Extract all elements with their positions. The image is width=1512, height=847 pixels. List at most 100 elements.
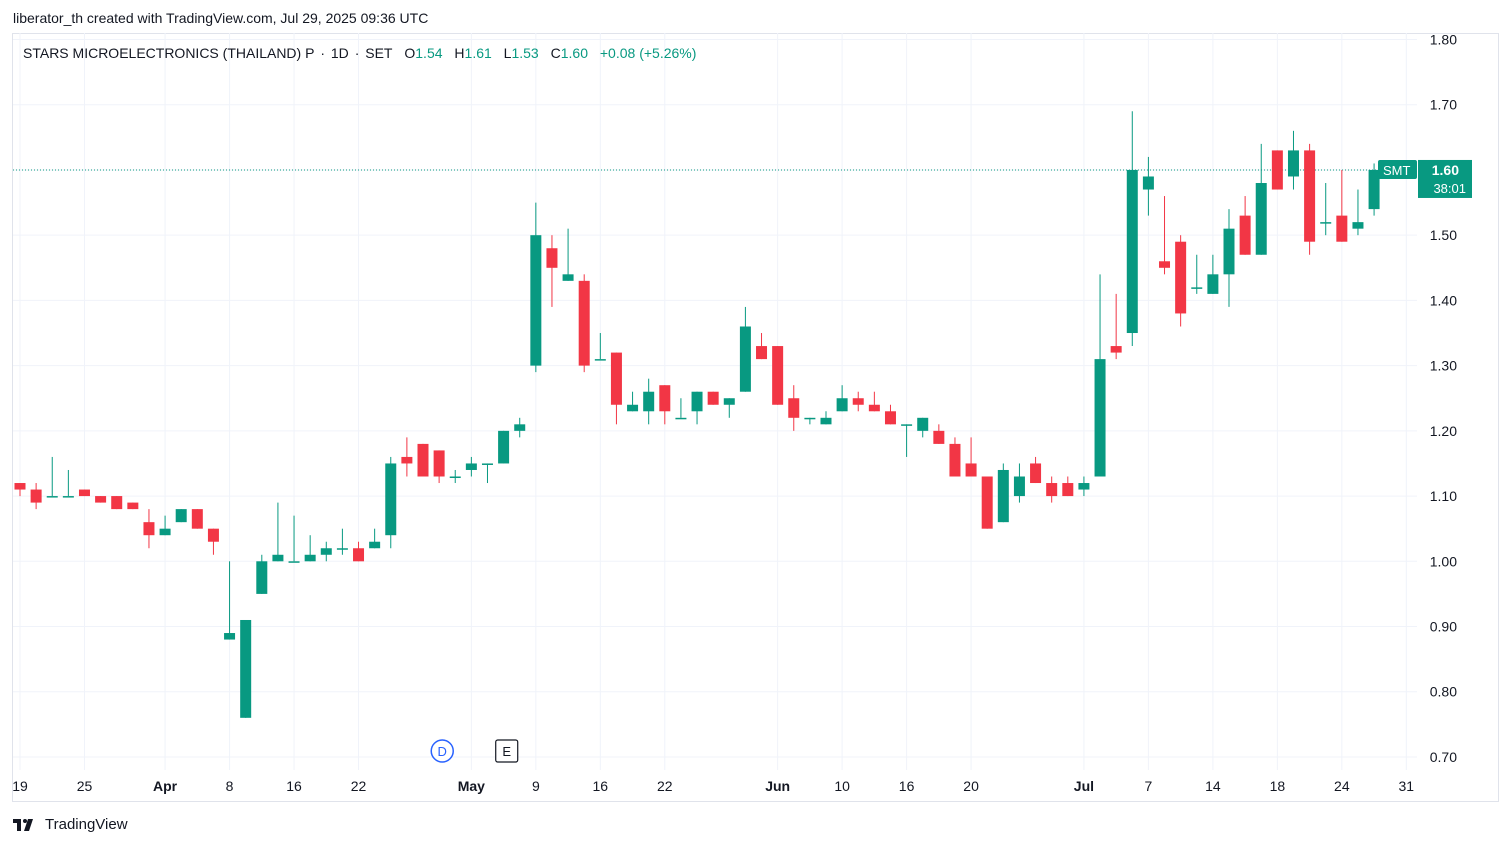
candle-up: [1352, 189, 1364, 236]
candle-body: [433, 450, 445, 477]
candle-up: [159, 515, 171, 536]
candle-up: [691, 391, 703, 425]
price-tick-label: 1.10: [1430, 488, 1457, 504]
candle-up: [1368, 163, 1380, 216]
candle-down: [1030, 456, 1042, 484]
candle-body: [1336, 215, 1348, 242]
dividend-marker[interactable]: D: [430, 739, 454, 763]
candle-down: [401, 437, 413, 477]
candle-down: [981, 476, 993, 529]
candle-body: [95, 496, 107, 503]
candle-body: [578, 280, 590, 366]
candle-body: [707, 391, 719, 405]
candle-body: [659, 385, 671, 412]
time-tick-label: 18: [1270, 778, 1286, 794]
candle-body: [385, 463, 397, 536]
candle-up: [643, 378, 655, 425]
candle-body: [449, 476, 461, 479]
candle-body: [1046, 483, 1058, 497]
candle-body: [1110, 346, 1122, 353]
candles: [14, 111, 1380, 718]
candle-down: [143, 509, 155, 549]
candle-body: [207, 528, 219, 542]
candle-down: [852, 391, 864, 412]
candle-up: [240, 619, 252, 718]
candle-body: [369, 541, 381, 549]
candle-up: [449, 469, 461, 484]
price-tag-price: 1.60: [1432, 162, 1459, 178]
legend-change: +0.08 (+5.26%): [599, 45, 697, 61]
candle-down: [884, 404, 896, 425]
candle-down: [1175, 235, 1187, 327]
candle-down: [353, 541, 365, 562]
candle-body: [610, 352, 622, 405]
candle-body: [1239, 215, 1251, 255]
time-tick-label: 22: [657, 778, 673, 794]
time-tick-label: 25: [77, 778, 93, 794]
candle-up: [336, 528, 348, 555]
time-tick-label: 10: [834, 778, 850, 794]
candle-body: [901, 424, 913, 426]
candle-down: [433, 450, 445, 484]
candle-body: [1062, 483, 1074, 497]
legend-symbol-name[interactable]: STARS MICROELECTRONICS (THAILAND) P: [23, 45, 315, 61]
candle-up: [1320, 183, 1332, 236]
price-tick-label: 1.80: [1430, 32, 1457, 48]
price-tick-label: 0.70: [1430, 749, 1457, 765]
candle-down: [1110, 293, 1122, 360]
price-tick-label: 1.30: [1430, 358, 1457, 374]
candle-body: [1030, 463, 1042, 484]
candle-body: [175, 509, 187, 523]
candle-up: [272, 502, 284, 562]
time-tick-label: 14: [1205, 778, 1221, 794]
candle-down: [191, 509, 203, 529]
symbol-legend: STARS MICROELECTRONICS (THAILAND) P · 1D…: [23, 45, 698, 61]
time-tick-label: 16: [899, 778, 915, 794]
earnings-marker[interactable]: E: [495, 739, 519, 763]
price-tick-label: 1.00: [1430, 553, 1457, 569]
candle-up: [1223, 209, 1235, 307]
candle-down: [610, 352, 622, 425]
candle-up: [369, 528, 381, 549]
candle-body: [820, 417, 832, 425]
event-marker-label: D: [438, 744, 447, 759]
candle-body: [191, 509, 203, 529]
candle-up: [739, 306, 751, 392]
candle-down: [78, 489, 90, 497]
candle-body: [691, 391, 703, 412]
price-tick-label: 1.70: [1430, 97, 1457, 113]
last-price-tag: SMT 1.60 38:01: [1378, 159, 1472, 198]
time-tick-label: Jul: [1074, 778, 1094, 794]
candle-body: [159, 528, 171, 536]
legend-open-key: O: [404, 45, 416, 61]
candle-up: [1255, 143, 1267, 255]
legend-close-value: 1.60: [560, 45, 588, 61]
candle-body: [401, 456, 413, 464]
chart-caption: liberator_th created with TradingView.co…: [13, 10, 429, 26]
legend-exchange: SET: [365, 45, 393, 61]
candle-down: [965, 437, 977, 477]
legend-interval[interactable]: 1D: [330, 45, 349, 61]
candle-body: [1320, 222, 1332, 224]
candle-body: [304, 554, 316, 562]
candle-up: [901, 424, 913, 457]
candle-body: [320, 548, 332, 555]
chart-frame[interactable]: [12, 33, 1499, 802]
candle-body: [127, 502, 139, 510]
candle-body: [917, 417, 929, 431]
time-tick-label: 9: [532, 778, 540, 794]
candle-down: [417, 443, 429, 477]
candle-body: [240, 619, 252, 718]
candle-body: [723, 398, 735, 405]
candle-body: [756, 346, 768, 360]
candle-body: [498, 430, 510, 464]
candle-body: [788, 398, 800, 418]
candle-up: [1207, 254, 1219, 294]
time-tick-label: 16: [593, 778, 609, 794]
footer-branding[interactable]: TradingView: [13, 816, 128, 833]
time-axis: 19 25 Apr 8 16 22 May 9 16 22 Jun 10 16 20 Jul 7 14 18 24 3…: [12, 778, 1414, 794]
candle-up: [723, 398, 735, 418]
time-tick-label: 20: [963, 778, 979, 794]
candle-up: [997, 463, 1009, 523]
